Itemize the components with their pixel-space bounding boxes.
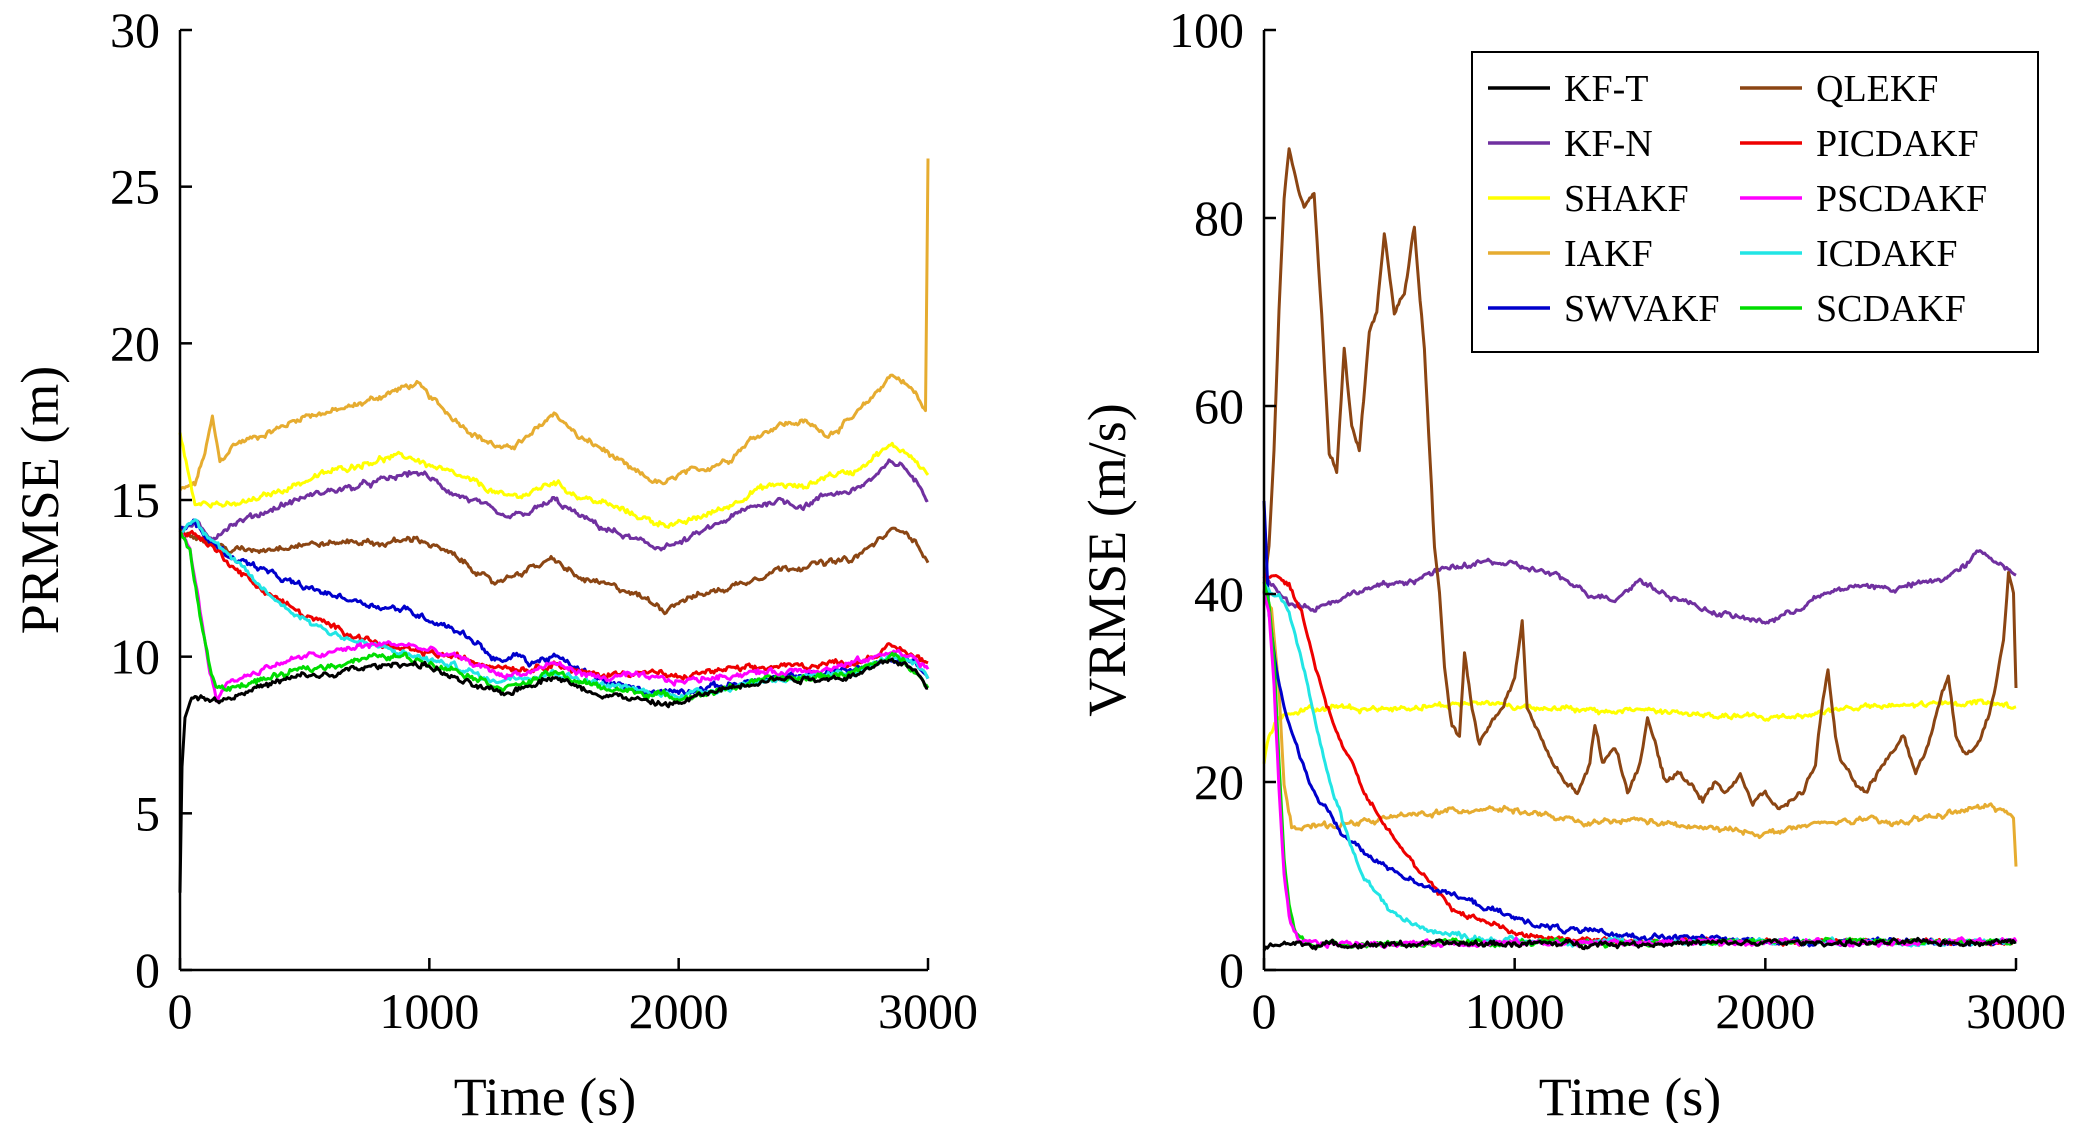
legend-box (1471, 51, 2039, 353)
prmse-y-tick-label: 15 (110, 472, 160, 528)
prmse-y-tick-label: 5 (135, 785, 160, 841)
vrmse-x-tick-label: 3000 (1966, 983, 2066, 1039)
vrmse-y-tick-label: 100 (1169, 2, 1244, 58)
legend-label-kf-t: KF-T (1564, 68, 1648, 110)
legend-label-shakf: SHAKF (1564, 178, 1689, 220)
vrmse-line-iakf (1262, 595, 2018, 867)
prmse-y-tick-label: 10 (110, 629, 160, 685)
prmse-y-tick-label: 0 (135, 942, 160, 998)
vrmse-line-kf-t (1262, 936, 2017, 952)
vrmse-line-kf-n (1262, 549, 2017, 625)
legend-label-qlekf: QLEKF (1816, 68, 1938, 110)
prmse-panel: 0 1000 2000 3000 0 5 10 15 20 25 30 Time (s) PRMSE… (10, 2, 978, 1123)
prmse-line-kf-t (178, 657, 929, 893)
prmse-line-pscdakf (179, 531, 930, 704)
prmse-y-tick-label: 20 (110, 315, 160, 371)
vrmse-x-tick-label: 2000 (1715, 983, 1815, 1039)
prmse-y-tick-label: 30 (110, 2, 160, 58)
prmse-lines (178, 158, 930, 893)
prmse-ticks: 0 1000 2000 3000 0 5 10 15 20 25 30 (110, 2, 978, 1039)
legend-label-kf-n: KF-N (1564, 123, 1653, 165)
vrmse-line-swvakf (1262, 500, 2017, 948)
vrmse-x-tick-label: 1000 (1465, 983, 1565, 1039)
legend-label-picdakf: PICDAKF (1816, 123, 1979, 165)
vrmse-y-axis-label: VRMSE (m/s) (1077, 403, 1137, 717)
prmse-x-axis-label: Time (s) (454, 1067, 637, 1123)
prmse-line-kf-n (179, 458, 929, 552)
prmse-x-tick-label: 3000 (878, 983, 978, 1039)
legend-label-iakf: IAKF (1564, 233, 1653, 275)
legend-label-swvakf: SWVAKF (1564, 288, 1720, 330)
vrmse-lines (1262, 147, 2018, 952)
vrmse-y-tick-label: 80 (1194, 190, 1244, 246)
prmse-y-axis-label: PRMSE (m) (10, 366, 70, 635)
vrmse-y-tick-label: 20 (1194, 754, 1244, 810)
prmse-x-tick-label: 0 (168, 983, 193, 1039)
vrmse-panel: 0 1000 2000 3000 0 20 40 60 80 100 Time (s) VRMSE… (1077, 2, 2066, 1123)
vrmse-y-tick-label: 0 (1219, 942, 1244, 998)
vrmse-line-shakf (1262, 698, 2017, 764)
legend-label-icdakf: ICDAKF (1816, 233, 1957, 275)
vrmse-ticks: 0 1000 2000 3000 0 20 40 60 80 100 (1169, 2, 2066, 1039)
vrmse-x-axis-label: Time (s) (1539, 1067, 1722, 1123)
prmse-y-tick-label: 25 (110, 159, 160, 215)
prmse-x-tick-label: 1000 (379, 983, 479, 1039)
legend: KF-T KF-N SHAKF IAKF SWVAKF QLEKF PICDAKF PSCDA… (1471, 51, 2039, 353)
vrmse-axes (1262, 30, 2016, 972)
legend-label-pscdakf: PSCDAKF (1816, 178, 1987, 220)
legend-items: KF-T KF-N SHAKF IAKF SWVAKF QLEKF PICDAKF PSCDA… (1488, 68, 1987, 330)
vrmse-y-tick-label: 60 (1194, 378, 1244, 434)
prmse-line-shakf (178, 432, 930, 529)
vrmse-y-tick-label: 40 (1194, 566, 1244, 622)
prmse-line-qlekf (178, 526, 930, 616)
prmse-x-tick-label: 2000 (629, 983, 729, 1039)
legend-label-scdakf: SCDAKF (1816, 288, 1966, 330)
vrmse-line-qlekf (1262, 147, 2018, 811)
vrmse-x-tick-label: 0 (1252, 983, 1277, 1039)
prmse-line-iakf (178, 158, 930, 492)
